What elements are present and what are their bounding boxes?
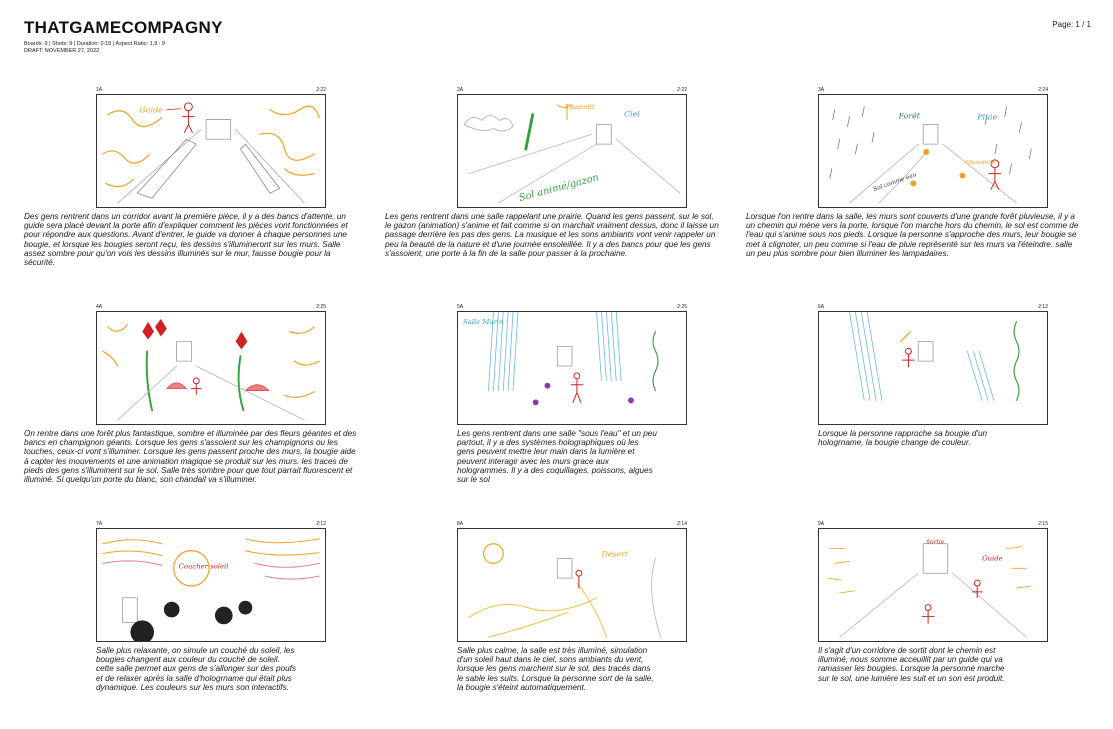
sketch-label: Sol animé/gazon bbox=[518, 172, 600, 204]
panel-duration: 2:14 bbox=[677, 521, 687, 527]
sketch-prairie: Pissenlit Ciel Sol animé/gazon bbox=[463, 103, 681, 204]
sketch-label: Pluie bbox=[976, 113, 997, 122]
panel-description: Lorsque la personne rapproche sa bougie … bbox=[818, 429, 988, 448]
storyboard-panel-9a: 9A 2:15 Sortie Guide Il s'agit d'un corri… bbox=[818, 520, 1048, 683]
sketch-label: Pissenlit bbox=[564, 103, 595, 111]
sketch-label: Désert bbox=[600, 550, 628, 559]
panel-sketch: Coucher soleil bbox=[96, 528, 326, 642]
storyboard-panel-7a: 7A 2:12 Coucher soleil Salle plus relaxan… bbox=[96, 520, 326, 692]
document-title: THATGAMECOMPAGNY bbox=[24, 18, 223, 37]
panel-description: Lorsque l'on rentre dans la salle, les m… bbox=[746, 212, 1079, 258]
storyboard-panel-2a: 2A 2:22 Pissenlit Ciel Sol animé/gazon Le… bbox=[385, 86, 719, 258]
sketch-underwater: Salle Marin bbox=[463, 312, 659, 406]
panel-description: Des gens rentrent dans un corridor avant… bbox=[24, 212, 348, 268]
panel-description: Les gens rentrent dans une salle rappela… bbox=[385, 212, 719, 258]
panel-sketch: Sortie Guide bbox=[818, 528, 1048, 642]
sketch-label: Guide bbox=[139, 106, 163, 115]
panel-sketch: Désert bbox=[457, 528, 687, 642]
panel-number: 4A bbox=[96, 304, 103, 310]
panel-duration: 2:22 bbox=[316, 87, 326, 93]
panel-sketch: Salle Marin bbox=[457, 311, 687, 425]
panel-duration: 2:12 bbox=[1038, 304, 1048, 310]
page-number: Page: 1 / 1 bbox=[1052, 20, 1091, 29]
panel-description: Salle plus calme, la salle est très illu… bbox=[457, 646, 654, 692]
panel-duration: 2:24 bbox=[1038, 87, 1048, 93]
sketch-label: Guide bbox=[982, 554, 1003, 562]
panel-number: 6A bbox=[818, 304, 825, 310]
storyboard-panel-5a: 5A 2:25 Salle Marin Les gens rentrent dan… bbox=[457, 303, 687, 484]
panel-description: Les gens rentrent dans une salle "sous l… bbox=[457, 429, 657, 485]
sketch-corridor-guide: Guide bbox=[102, 102, 320, 204]
meta-line-1: Boards: 9 | Shots: 9 | Duration: 0:18 | … bbox=[24, 41, 165, 47]
panel-number: 7A bbox=[96, 521, 103, 527]
sketch-label: Forêt bbox=[898, 112, 921, 121]
panel-number: 9A bbox=[818, 521, 825, 527]
panel-duration: 2:25 bbox=[316, 304, 326, 310]
sketch-desert: Désert bbox=[468, 543, 661, 638]
sketch-hologram bbox=[849, 312, 1020, 402]
panel-sketch: Guide bbox=[96, 94, 326, 208]
storyboard-panel-6a: 6A 2:12 Lorsque la personne rapproche sa … bbox=[818, 303, 1048, 447]
panel-duration: 2:25 bbox=[677, 304, 687, 310]
panel-number: 1A bbox=[96, 87, 103, 93]
storyboard-panel-1a: 1A 2:22 Guide Des gens rentrent dans un c… bbox=[24, 86, 348, 267]
panel-description: Salle plus relaxante, on simule un couch… bbox=[96, 646, 296, 692]
sketch-sunset: Coucher soleil bbox=[102, 538, 320, 641]
sketch-fantasy-forest bbox=[102, 318, 320, 421]
sketch-label: Salle Marin bbox=[463, 318, 503, 326]
panel-number: 3A bbox=[818, 87, 825, 93]
panel-number: 8A bbox=[457, 521, 464, 527]
sketch-label: Coucher soleil bbox=[179, 562, 229, 570]
panel-sketch: Pissenlit Ciel Sol animé/gazon bbox=[457, 94, 687, 208]
panel-sketch bbox=[818, 311, 1048, 425]
storyboard-panel-4a: 4A 2:25 On rentre dans une forêt plus fan… bbox=[24, 303, 356, 484]
panel-sketch: Forêt Pluie Sol comme eau Chandelle bbox=[818, 94, 1048, 208]
sketch-exit-corridor: Sortie Guide bbox=[827, 540, 1032, 638]
storyboard-panel-8a: 8A 2:14 Désert Salle plus calme, la salle… bbox=[457, 520, 687, 692]
panel-duration: 2:12 bbox=[316, 521, 326, 527]
sketch-label: Ciel bbox=[624, 110, 640, 119]
panel-description: Il s'agit d'un corridore de sortit dont … bbox=[818, 646, 1005, 683]
panel-number: 5A bbox=[457, 304, 464, 310]
meta-line-2: DRAFT: NOVEMBER 27, 2022 bbox=[24, 47, 100, 54]
panel-sketch bbox=[96, 311, 326, 425]
sketch-label: Chandelle bbox=[965, 160, 996, 166]
sketch-label: Sortie bbox=[926, 540, 945, 546]
panel-duration: 2:15 bbox=[1038, 521, 1048, 527]
storyboard-panel-3a: 3A 2:24 Forêt Pluie Sol comme eau Chandel… bbox=[746, 86, 1078, 258]
sketch-rain-forest: Forêt Pluie Sol comme eau Chandelle bbox=[829, 106, 1032, 204]
panel-duration: 2:22 bbox=[677, 87, 687, 93]
panel-description: On rentre dans une forêt plus fantastiqu… bbox=[24, 429, 357, 485]
document-meta: Boards: 9 | Shots: 9 | Duration: 0:18 | … bbox=[24, 41, 165, 54]
panel-number: 2A bbox=[457, 87, 464, 93]
